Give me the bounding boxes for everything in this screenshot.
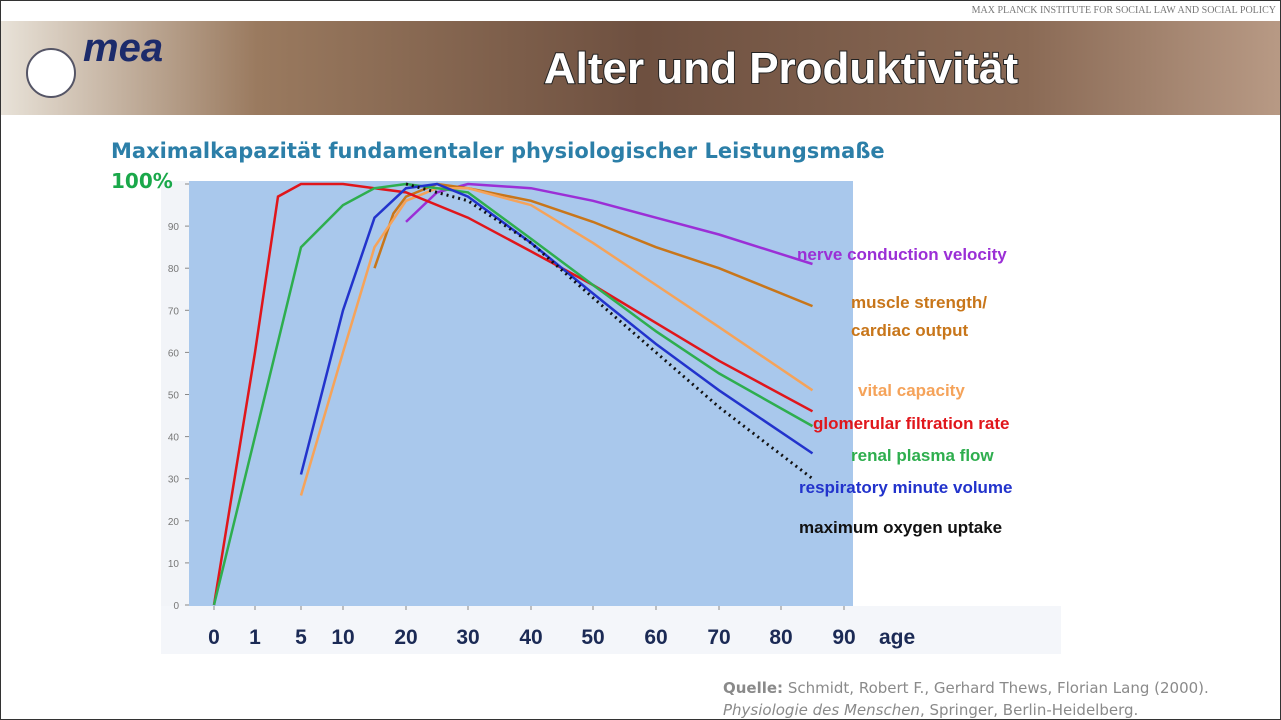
series-label: renal plasma flow xyxy=(851,446,994,465)
institute: MAX PLANCK INSTITUTE FOR SOCIAL LAW AND … xyxy=(972,5,1276,16)
source-line2: , Springer, Berlin-Heidelberg. xyxy=(919,701,1139,719)
series-label: glomerular filtration rate xyxy=(813,414,1010,433)
x-tick-label: 90 xyxy=(832,626,855,649)
y-tick-label: 10 xyxy=(168,559,180,570)
y-tick-label: 40 xyxy=(168,433,180,444)
series-label: maximum oxygen uptake xyxy=(799,518,1003,537)
series-line xyxy=(373,182,813,308)
source: Quelle: Schmidt, Robert F., Gerhard Thew… xyxy=(723,677,1209,719)
y-tick-label: 100% xyxy=(111,169,173,193)
y-tick-label: 70 xyxy=(168,306,180,317)
x-tick-label: 70 xyxy=(707,626,730,649)
x-tick-label: 50 xyxy=(581,626,604,649)
slide-title: Alter und Produktivität xyxy=(544,44,1019,93)
y-tick-label: 80 xyxy=(168,264,180,275)
source-label: Quelle: xyxy=(723,679,784,697)
x-tick-label: 10 xyxy=(331,626,354,649)
series-label: respiratory minute volume xyxy=(799,478,1013,497)
series-line xyxy=(299,182,814,475)
source-book: Physiologie des Menschen xyxy=(723,701,920,719)
chart-title: Maximalkapazität fundamentaler physiolog… xyxy=(111,139,885,163)
y-tick-label: 30 xyxy=(168,475,180,486)
series-label: nerve conduction velocity xyxy=(797,245,1007,264)
series-line xyxy=(212,182,814,606)
banner xyxy=(1,21,1280,115)
logo: mea xyxy=(83,26,163,70)
x-tick-label: 5 xyxy=(295,626,307,649)
x-axis-label: age xyxy=(879,626,915,649)
x-tick-label: 40 xyxy=(519,626,542,649)
y-tick-label: 20 xyxy=(168,517,180,528)
top-strip xyxy=(1,1,1280,21)
x-tick-label: 60 xyxy=(644,626,667,649)
y-tick-label: 60 xyxy=(168,348,180,359)
series-label: vital capacity xyxy=(858,381,965,400)
axis-area xyxy=(161,181,189,621)
x-tick-label: 0 xyxy=(208,626,220,649)
x-tick-label: 80 xyxy=(769,626,792,649)
series-label: muscle strength/ cardiac output xyxy=(851,293,988,340)
series-line xyxy=(405,182,813,266)
x-tick-label: 1 xyxy=(249,626,261,649)
series-line xyxy=(212,182,814,606)
series-line xyxy=(405,182,814,480)
x-tick-label: 30 xyxy=(456,626,479,649)
x-axis-area xyxy=(161,606,1061,654)
source-line1: Schmidt, Robert F., Gerhard Thews, Flori… xyxy=(787,679,1209,697)
y-tick-label: 0 xyxy=(173,601,179,612)
x-tick-label: 20 xyxy=(394,626,417,649)
logo-emblem xyxy=(26,48,76,98)
series-line xyxy=(299,186,814,496)
y-tick-label: 90 xyxy=(168,222,180,233)
y-tick-label: 50 xyxy=(168,391,180,402)
